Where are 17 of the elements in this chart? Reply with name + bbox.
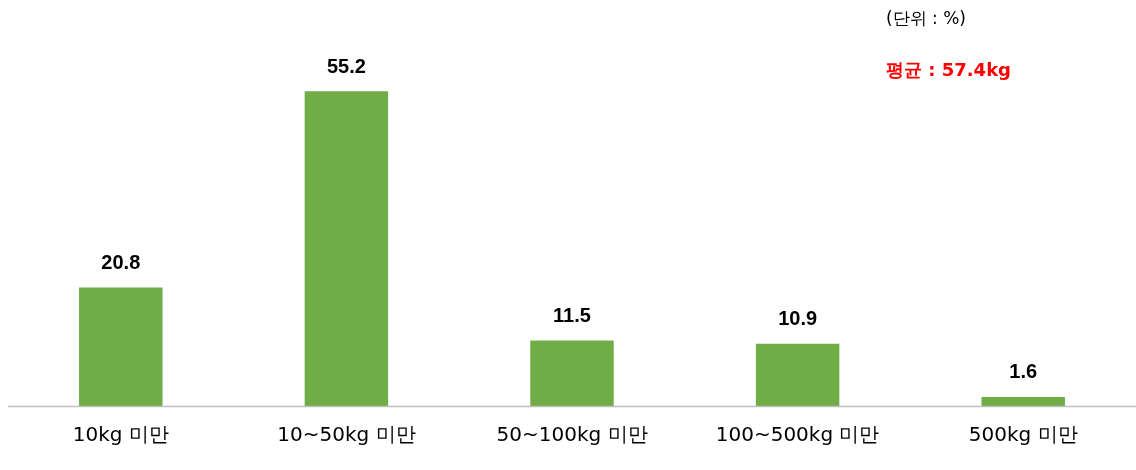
x-tick-label: 50~100kg 미만 [496,422,648,447]
x-tick-label: 100~500kg 미만 [715,422,880,447]
data-label: 55.2 [326,54,366,77]
bar [981,396,1065,406]
x-tick-label: 10~50kg 미만 [277,422,416,447]
data-label: 20.8 [101,250,141,273]
data-label: 10.9 [778,307,818,330]
bar [755,343,840,406]
x-tick-label: 500kg 미만 [968,422,1078,447]
x-tick-label: 10kg 미만 [72,422,169,447]
data-label: 1.6 [1009,360,1038,383]
data-label: 11.5 [553,303,591,326]
bar [530,340,614,406]
bar [304,91,389,406]
text: 평균 : 57.4kg [886,58,1011,80]
text: (단위 : %) [886,8,966,29]
bar [79,287,163,406]
